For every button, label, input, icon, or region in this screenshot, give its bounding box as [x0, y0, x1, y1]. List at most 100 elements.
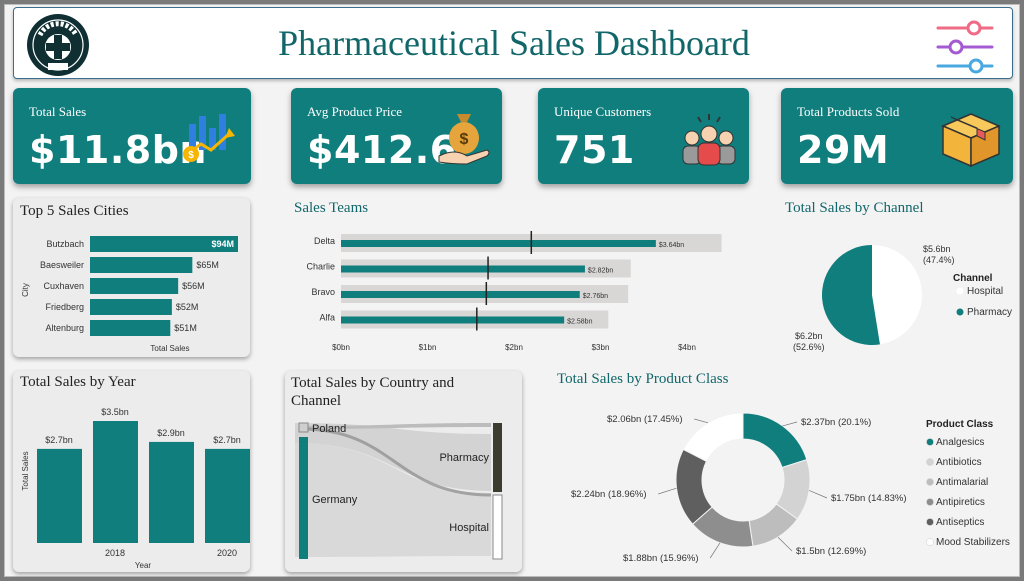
year-bar[interactable]	[37, 448, 82, 543]
slice-value-label: $6.2bn	[795, 331, 823, 341]
year-data-label: $2.9bn	[157, 428, 185, 438]
team-data-label: $2.58bn	[567, 319, 592, 326]
product-class-data-label: $2.24bn (18.96%)	[571, 489, 647, 500]
channel-slice-hospital[interactable]	[872, 245, 922, 345]
slice-value-label: $5.6bn	[923, 244, 951, 254]
kpi-label: Total Products Sold	[797, 104, 900, 119]
x-tick-label: $4bn	[678, 343, 696, 352]
sankey-node-germany[interactable]	[299, 437, 308, 559]
sankey-label-hospital: Hospital	[449, 522, 489, 534]
legend-title: Product Class	[926, 419, 994, 430]
legend-label[interactable]: Antipiretics	[936, 497, 985, 508]
x-tick-label: $1bn	[419, 343, 437, 352]
legend-marker[interactable]	[926, 438, 934, 446]
team-bar[interactable]	[341, 291, 580, 298]
city-bar[interactable]	[90, 278, 179, 294]
sankey-label-pharmacy: Pharmacy	[439, 452, 489, 464]
legend-label[interactable]: Antibiotics	[936, 457, 982, 468]
sales-by-year-chart: $2.7bn $3.5bn 2018 $2.9bn $2.7bn 2020 Year Tota…	[21, 407, 250, 570]
kpi-total-products-sold: Total Products Sold 29M	[781, 88, 1013, 184]
kpi-value: 751	[554, 128, 635, 172]
chart-title: Total Sales by Country and Channel	[291, 375, 455, 409]
city-bar[interactable]	[90, 320, 171, 336]
product-class-slice[interactable]	[682, 412, 744, 462]
chart-title: Top 5 Sales Cities	[20, 203, 129, 219]
city-bar[interactable]	[90, 299, 172, 315]
x-axis-label: Year	[135, 561, 152, 570]
city-bar[interactable]	[90, 236, 238, 252]
legend-label[interactable]: Pharmacy	[967, 307, 1012, 318]
channel-slice-pharmacy[interactable]	[821, 245, 880, 345]
legend-label[interactable]: Antimalarial	[936, 477, 988, 488]
kpi-avg-product-price: Avg Product Price $412.6 $	[291, 88, 502, 184]
bar-chart-coin-icon: $	[183, 114, 235, 162]
legend-marker[interactable]	[926, 518, 934, 526]
x-tick-label: 2018	[105, 548, 125, 558]
sankey-node-hospital[interactable]	[492, 494, 503, 560]
panel-sales-by-year: Total Sales by Year $2.7bn $3.5bn 2018 $2.9…	[13, 371, 250, 572]
slice-pct-label: (52.6%)	[793, 342, 825, 352]
city-data-label: $94M	[211, 239, 234, 249]
kpi-value: $11.8bn	[29, 128, 207, 172]
chart-title: Total Sales by Channel	[785, 200, 924, 216]
leader-line	[777, 536, 793, 552]
kpi-label: Avg Product Price	[307, 104, 403, 119]
sales-by-product-class-chart: $2.37bn (20.1%) $1.75bn (14.83%) $1.5bn (1…	[571, 412, 1010, 564]
city-data-label: $56M	[182, 281, 205, 291]
product-class-slice[interactable]	[742, 412, 808, 469]
leader-line	[709, 542, 721, 559]
sankey-node-poland[interactable]	[298, 422, 309, 433]
panel-sales-by-country-channel: Total Sales by Country and Channel Polan…	[285, 371, 522, 572]
product-class-data-label: $2.37bn (20.1%)	[801, 417, 871, 428]
legend-marker[interactable]	[956, 287, 964, 295]
product-class-data-label: $1.88bn (15.96%)	[623, 553, 699, 564]
pharmacy-logo-icon	[27, 14, 89, 76]
team-bar[interactable]	[341, 316, 565, 324]
sankey-node-pharmacy[interactable]	[493, 423, 502, 492]
x-tick-label: $2bn	[505, 343, 523, 352]
legend-label[interactable]: Antiseptics	[936, 517, 984, 528]
x-tick-label: $0bn	[332, 343, 350, 352]
legend-marker[interactable]	[926, 478, 934, 486]
legend-label[interactable]: Analgesics	[936, 437, 984, 448]
city-data-label: $65M	[196, 260, 219, 270]
panel-top-cities: Top 5 Sales Cities Butzbach $94M Baesweile…	[13, 198, 250, 357]
team-bar[interactable]	[341, 240, 656, 247]
kpi-label: Total Sales	[29, 104, 87, 119]
legend-marker[interactable]	[956, 308, 964, 316]
legend-marker[interactable]	[926, 498, 934, 506]
panel-sales-by-product-class: Total Sales by Product Class $2.37bn (20…	[553, 371, 1013, 572]
city-data-label: $51M	[174, 323, 197, 333]
legend-marker[interactable]	[926, 538, 934, 546]
filter-sliders-icon[interactable]	[934, 18, 998, 76]
sankey-link-poland-hospital	[300, 427, 492, 497]
team-bar[interactable]	[341, 265, 585, 273]
year-data-label: $2.7bn	[45, 435, 73, 445]
year-bar[interactable]	[205, 448, 250, 543]
team-data-label: $2.82bn	[588, 268, 613, 275]
product-class-data-label: $2.06bn (17.45%)	[607, 414, 683, 425]
svg-text:$: $	[460, 131, 469, 148]
legend-label[interactable]: Hospital	[967, 286, 1003, 297]
year-bar[interactable]	[93, 421, 138, 543]
team-data-label: $2.76bn	[583, 293, 608, 300]
city-label: Friedberg	[45, 302, 84, 312]
leader-line	[782, 421, 798, 427]
chart-title: Total Sales by Year	[20, 374, 136, 390]
header-bar: Pharmaceutical Sales Dashboard	[13, 7, 1013, 79]
city-label: Altenburg	[45, 323, 84, 333]
kpi-unique-customers: Unique Customers 751	[538, 88, 749, 184]
legend-marker[interactable]	[926, 458, 934, 466]
leader-line	[694, 418, 709, 424]
city-bar[interactable]	[90, 257, 193, 273]
kpi-value: $412.6	[307, 128, 457, 172]
panel-sales-by-channel: Total Sales by Channel $5.6bn (47.4%) $6.2…	[781, 198, 1013, 358]
year-bar[interactable]	[149, 441, 194, 543]
leader-line	[658, 487, 677, 495]
people-group-icon	[682, 114, 736, 166]
team-data-label: $3.64bn	[659, 242, 684, 249]
leader-line	[809, 490, 828, 499]
legend-label[interactable]: Mood Stabilizers	[936, 537, 1010, 548]
legend-title: Channel	[953, 273, 993, 284]
sankey-link-germany-pharmacy	[295, 423, 491, 491]
